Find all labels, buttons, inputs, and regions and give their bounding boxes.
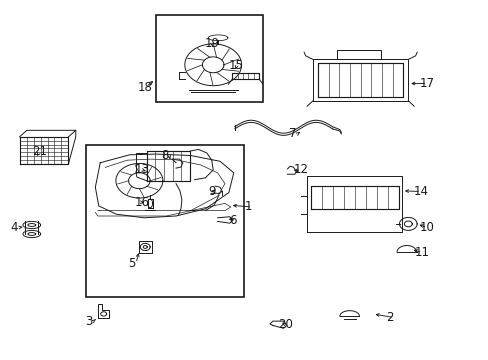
- Text: 19: 19: [204, 37, 219, 50]
- Text: 9: 9: [207, 185, 215, 198]
- Text: 14: 14: [412, 185, 427, 198]
- Text: 8: 8: [161, 149, 168, 162]
- Text: 7: 7: [289, 127, 296, 140]
- Text: 17: 17: [419, 77, 434, 90]
- Bar: [155, 15, 263, 102]
- Text: 5: 5: [128, 257, 135, 270]
- Text: 21: 21: [32, 145, 47, 158]
- Bar: [85, 145, 243, 297]
- Text: 10: 10: [419, 221, 433, 234]
- Text: 12: 12: [293, 163, 308, 176]
- Text: 11: 11: [414, 246, 429, 259]
- Text: 4: 4: [11, 221, 18, 234]
- Text: 15: 15: [228, 59, 243, 72]
- Text: 6: 6: [228, 214, 236, 227]
- Text: 18: 18: [138, 81, 152, 94]
- Text: 1: 1: [244, 201, 251, 213]
- Text: 16: 16: [134, 196, 149, 209]
- Text: 2: 2: [386, 311, 393, 324]
- Text: 13: 13: [134, 163, 149, 176]
- Text: 20: 20: [277, 318, 292, 331]
- Text: 3: 3: [85, 315, 93, 328]
